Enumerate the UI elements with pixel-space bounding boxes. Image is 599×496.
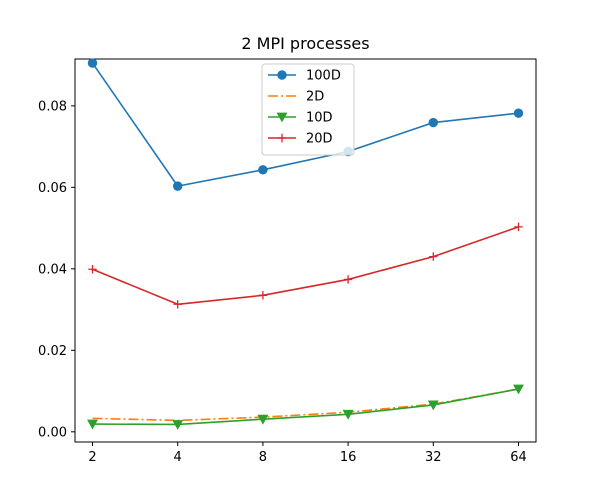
y-tick-label: 0.08 — [38, 99, 67, 114]
x-tick-label: 2 — [88, 450, 96, 465]
data-point-100d — [513, 108, 524, 118]
legend-label-100d: 100D — [306, 69, 341, 84]
series-line-20d — [92, 226, 519, 306]
data-point-10d — [172, 420, 184, 430]
legend-marker-20d — [277, 133, 287, 143]
data-point-10d — [427, 400, 439, 411]
legend-marker-100d — [277, 70, 287, 80]
data-point-20d — [343, 275, 353, 284]
x-tick-label: 64 — [510, 450, 527, 465]
y-tick-label: 0.04 — [38, 262, 67, 277]
data-point-10d — [257, 414, 269, 425]
series-20d — [88, 222, 523, 309]
data-point-100d — [428, 117, 438, 128]
series-10d — [87, 384, 524, 430]
chart-title: 2 MPI processes — [241, 34, 369, 53]
y-tick-label: 0.00 — [38, 425, 67, 440]
plot-area: 2 4 8 16 32 64 0.00 0.02 0.04 0.06 0.08 100D 2D 10D 20… — [38, 58, 537, 465]
axes-frame — [74, 58, 537, 443]
data-point-10d — [87, 419, 98, 430]
data-point-20d — [173, 300, 182, 309]
y-tick-label: 0.02 — [38, 344, 67, 359]
legend-label-2d: 2D — [306, 90, 324, 105]
series-line-100d — [91, 62, 519, 187]
data-point-10d — [342, 409, 354, 420]
x-tick-label: 4 — [174, 450, 182, 465]
legend-label-20d: 20D — [306, 132, 333, 147]
legend-box — [261, 63, 355, 156]
legend-label-10d: 10D — [306, 111, 333, 126]
y-tick-label: 0.06 — [38, 181, 67, 196]
x-tick-label: 32 — [425, 450, 442, 465]
legend-marker-10d — [276, 112, 288, 123]
data-point-10d — [513, 384, 524, 395]
data-point-20d — [258, 291, 268, 300]
data-point-100d — [87, 58, 98, 68]
legend: 100D 2D 10D 20D — [261, 63, 355, 156]
data-point-20d — [429, 252, 438, 261]
x-tick-label: 16 — [340, 450, 357, 465]
data-point-100d — [258, 165, 268, 175]
x-tick-label: 8 — [259, 450, 267, 465]
data-point-20d — [514, 222, 523, 232]
data-point-100d — [173, 181, 183, 191]
series-line-10d — [92, 388, 519, 426]
data-point-20d — [88, 265, 97, 274]
